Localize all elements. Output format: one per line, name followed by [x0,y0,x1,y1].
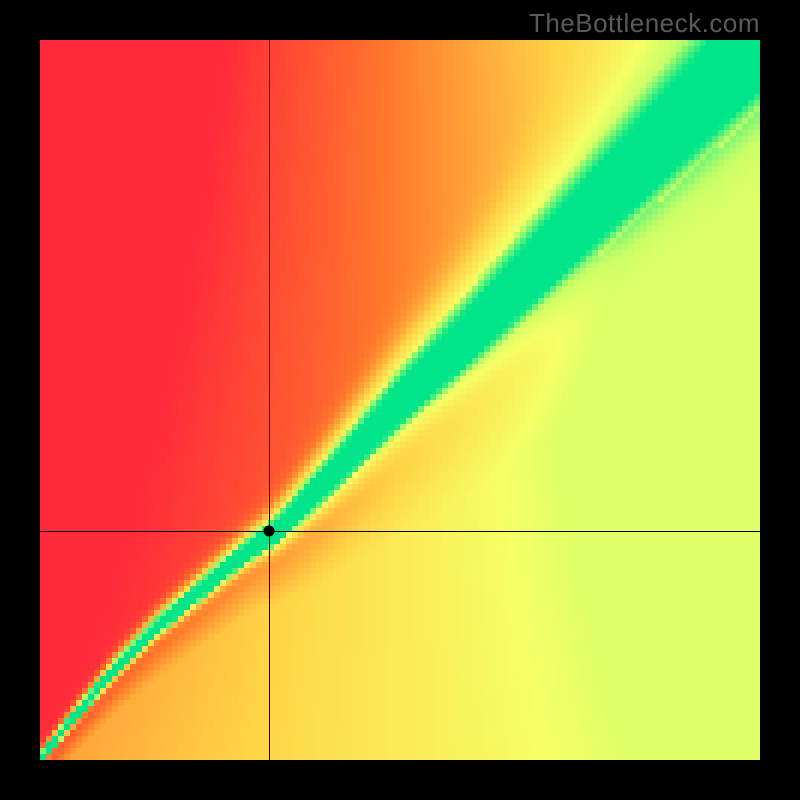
crosshair-vertical [269,40,270,760]
heatmap-canvas [40,40,760,760]
crosshair-marker [263,526,274,537]
watermark-text: TheBottleneck.com [529,8,760,39]
crosshair-horizontal [40,531,760,532]
plot-area [40,40,760,760]
